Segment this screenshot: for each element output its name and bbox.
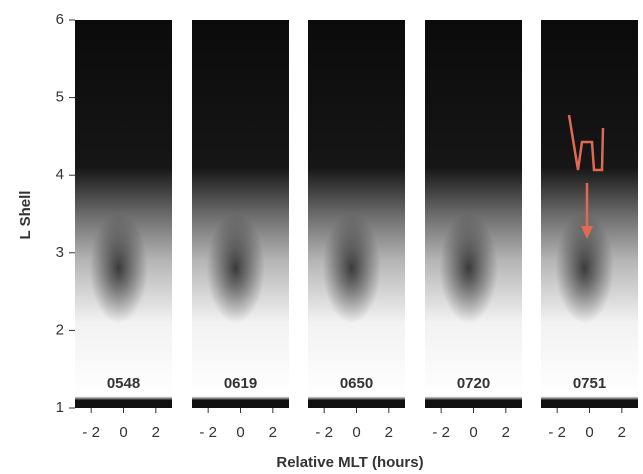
x-tick-label: 0 [585,424,593,441]
x-tick-label: - 2 [82,424,100,441]
density-dip [206,213,265,324]
x-tick-label: 0 [119,424,127,441]
y-tick-label: 1 [56,399,64,416]
x-tick-label: 2 [152,424,160,441]
keogram-panel [75,20,172,408]
x-tick-label: 2 [618,424,626,441]
x-tick-label: 2 [385,424,393,441]
y-tick-label: 6 [56,11,64,28]
x-tick-label: 0 [236,424,244,441]
x-tick-label: - 2 [432,424,450,441]
y-tick-label: 2 [56,321,64,338]
x-tick-label: - 2 [548,424,566,441]
panel-label: 0650 [340,375,373,392]
x-tick-label: 2 [269,424,277,441]
density-dip [439,213,498,324]
keogram-panel [425,20,522,408]
panel-label: 0751 [573,375,606,392]
keogram-panel [192,20,289,408]
density-dip [322,213,381,324]
x-axis-label: Relative MLT (hours) [276,454,423,471]
y-tick-label: 4 [56,166,64,183]
keogram-panel [308,20,405,408]
annotation-arrow [567,114,605,239]
panel-label: 0548 [107,375,140,392]
y-tick-label: 3 [56,244,64,261]
panel-label: 0720 [457,375,490,392]
density-dip [89,213,148,324]
x-tick-label: 0 [352,424,360,441]
x-tick-label: - 2 [199,424,217,441]
panel-label: 0619 [224,375,257,392]
x-tick-label: - 2 [315,424,333,441]
y-axis-label: L Shell [17,191,34,240]
y-tick-label: 5 [56,89,64,106]
keogram-panel [541,20,638,408]
x-tick-label: 0 [469,424,477,441]
density-dip [555,213,614,324]
x-tick-label: 2 [502,424,510,441]
